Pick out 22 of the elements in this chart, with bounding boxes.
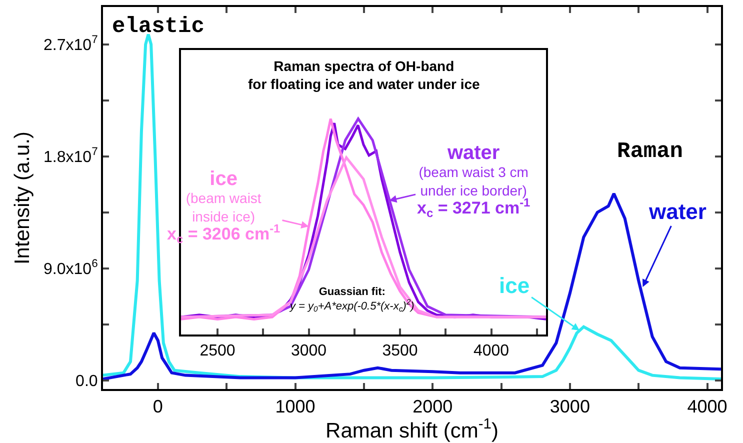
- y-tick-label: 9.0x10$^{6}$: [44, 258, 98, 278]
- x-tick-label: 1000: [275, 396, 316, 417]
- y-tick-label: 1.8x10$^{7}$: [44, 146, 98, 166]
- y-tick-label: 0.0: [76, 372, 98, 390]
- x-tick-label: 2500: [200, 342, 236, 360]
- annotation: water: [648, 199, 707, 224]
- x-tick-label: 3500: [382, 342, 418, 360]
- annotation: Guassian fit: y = y$_{0}$+A*exp(-0.5*(x-x$_{c}$)$^{2}$): [289, 286, 415, 314]
- x-tick-label: 4000: [473, 342, 510, 360]
- y-axis-title: Intensity (a.u.): [11, 131, 34, 265]
- annotation: ice: [499, 273, 530, 298]
- x-tick-label: 2000: [412, 396, 453, 417]
- y-tick-label: 2.7x10$^{7}$: [44, 34, 98, 54]
- annotation: water (beam waist 3 cm under ice border) x$_{c}$ = 3271 cm$^{-1}$: [417, 142, 531, 220]
- x-tick-label: 4000: [687, 396, 728, 417]
- annotation: elastic: [112, 14, 204, 39]
- annotation: Raman: [617, 139, 684, 164]
- chart-title: Raman spectra of OH-band for floating ice and water under ice: [248, 58, 480, 92]
- x-axis-title: Raman shift (cm$^{-1}$): [326, 416, 498, 442]
- x-tick-label: 3000: [290, 342, 327, 360]
- x-tick-label: 0: [152, 396, 163, 417]
- x-tick-label: 3000: [550, 396, 590, 417]
